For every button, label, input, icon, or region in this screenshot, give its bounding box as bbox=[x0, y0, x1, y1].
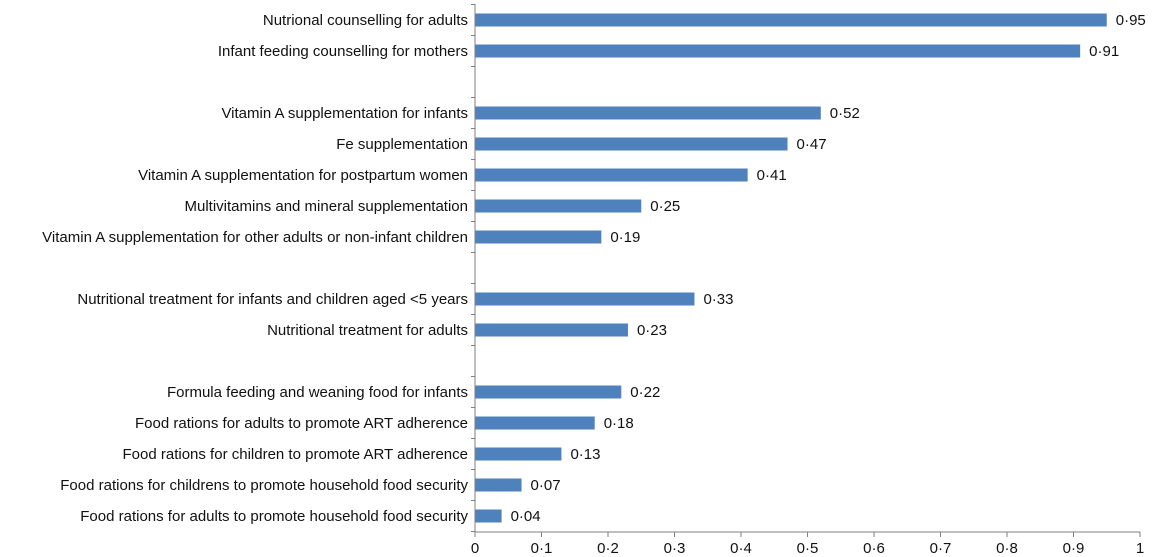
x-tick-label: 0·1 bbox=[531, 540, 553, 557]
category-label: Fe supplementation bbox=[336, 136, 468, 153]
category-label: Nutritional treatment for adults bbox=[267, 322, 468, 339]
category-label: Food rations for children to promote ART… bbox=[123, 446, 468, 463]
bar bbox=[475, 106, 821, 120]
value-labels-group: 0·95 0·91 0·520·47 0·41 0·25 0·19 0·33 0·23 0·22… bbox=[511, 12, 1146, 525]
category-label: Formula feeding and weaning food for inf… bbox=[167, 384, 468, 401]
data-label: 0·07 bbox=[531, 477, 561, 494]
data-label: 0·33 bbox=[703, 291, 733, 308]
x-tick-label: 0·2 bbox=[597, 540, 619, 557]
data-label: 0·25 bbox=[650, 198, 680, 215]
bar bbox=[475, 509, 502, 523]
data-label: 0·04 bbox=[511, 508, 541, 525]
bars-group bbox=[475, 13, 1107, 523]
data-label: 0·23 bbox=[637, 322, 667, 339]
x-tick-label: 0 bbox=[471, 540, 479, 557]
category-labels-group: Nutrional counselling for adults Infant f… bbox=[42, 12, 468, 525]
data-label: 0·91 bbox=[1089, 43, 1119, 60]
x-tick-label: 0·8 bbox=[996, 540, 1018, 557]
category-label: Food rations for adults to promote ART a… bbox=[135, 415, 468, 432]
category-label: Nutrional counselling for adults bbox=[263, 12, 468, 29]
x-ticks-group: 0 0·1 0·2 0·3 0·4 0·5 0·6 0·7 0·8 0·9 1 bbox=[471, 532, 1144, 557]
x-tick-label: 1 bbox=[1136, 540, 1144, 557]
category-label: Infant feeding counselling for mothers bbox=[218, 43, 468, 60]
category-label: Multivitamins and mineral supplementatio… bbox=[185, 198, 468, 215]
bar bbox=[475, 292, 695, 306]
x-tick-label: 0·9 bbox=[1063, 540, 1085, 557]
bar bbox=[475, 168, 748, 182]
bar bbox=[475, 44, 1081, 58]
category-label: Vitamin A supplementation for infants bbox=[221, 105, 468, 122]
bar bbox=[475, 416, 595, 430]
bar bbox=[475, 447, 562, 461]
category-label: Food rations for adults to promote house… bbox=[80, 508, 468, 525]
bar bbox=[475, 323, 628, 337]
category-label: Vitamin A supplementation for postpartum… bbox=[138, 167, 468, 184]
bar bbox=[475, 478, 522, 492]
bar bbox=[475, 385, 622, 399]
category-label: Vitamin A supplementation for other adul… bbox=[42, 229, 468, 246]
bar bbox=[475, 230, 602, 244]
data-label: 0·52 bbox=[830, 105, 860, 122]
bar bbox=[475, 13, 1107, 27]
category-label: Nutritional treatment for infants and ch… bbox=[77, 291, 468, 308]
bar bbox=[475, 137, 788, 151]
x-tick-label: 0·7 bbox=[930, 540, 952, 557]
data-label: 0·41 bbox=[757, 167, 787, 184]
data-label: 0·13 bbox=[570, 446, 600, 463]
data-label: 0·18 bbox=[604, 415, 634, 432]
x-tick-label: 0·4 bbox=[730, 540, 752, 557]
data-label: 0·19 bbox=[610, 229, 640, 246]
bar bbox=[475, 199, 642, 213]
x-tick-label: 0·5 bbox=[797, 540, 819, 557]
x-tick-label: 0·6 bbox=[863, 540, 885, 557]
data-label: 0·47 bbox=[797, 136, 827, 153]
category-label: Food rations for childrens to promote ho… bbox=[60, 477, 468, 494]
data-label: 0·22 bbox=[630, 384, 660, 401]
x-tick-label: 0·3 bbox=[664, 540, 686, 557]
data-label: 0·95 bbox=[1116, 12, 1146, 29]
